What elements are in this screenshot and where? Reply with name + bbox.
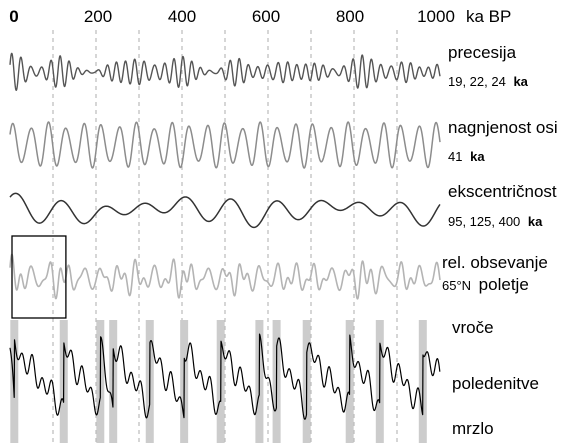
curve-precesija	[9, 52, 441, 91]
sub-obsevanje: 65°N poletje	[442, 275, 529, 294]
x-tick-800: 800	[336, 7, 364, 26]
curve-ekscentricnost	[9, 192, 441, 229]
sub-precesija-periods: 19, 22, 24	[448, 74, 506, 89]
label-vroce: vroče	[452, 318, 494, 337]
label-nagnjenost: nagnjenost osi	[448, 118, 558, 137]
sub-obsevanje-season: poletje	[479, 275, 529, 294]
label-precesija: precesija	[448, 43, 517, 62]
x-tick-0: 0	[9, 7, 18, 26]
label-poledenitve: poledenitve	[452, 374, 539, 393]
sub-nagnjenost: 41 ka	[448, 149, 485, 164]
label-ekscentricnost: ekscentričnost	[448, 182, 557, 201]
x-tick-1000: 1000	[417, 7, 455, 26]
series-curves	[9, 52, 441, 420]
sub-nagnjenost-unit: ka	[470, 149, 485, 164]
label-mrzlo: mrzlo	[452, 419, 494, 438]
curve-nagnjenost-osi	[9, 121, 441, 169]
x-tick-400: 400	[168, 7, 196, 26]
sub-precesija: 19, 22, 24 ka	[448, 74, 529, 89]
x-unit-label: ka BP	[466, 7, 511, 26]
sub-ekscentricnost-periods: 95, 125, 400	[448, 214, 520, 229]
x-tick-600: 600	[252, 7, 280, 26]
sub-obsevanje-lat: 65°N	[442, 278, 471, 293]
sub-ekscentricnost: 95, 125, 400 ka	[448, 214, 543, 229]
x-tick-200: 200	[84, 7, 112, 26]
inset-box	[11, 235, 67, 319]
curve-poledenitve	[9, 333, 441, 420]
sub-ekscentricnost-unit: ka	[528, 214, 543, 229]
gridlines	[52, 30, 398, 443]
label-obsevanje: rel. obsevanje	[442, 253, 548, 272]
curve-rel-obsevanje	[9, 253, 441, 300]
sub-nagnjenost-periods: 41	[448, 149, 462, 164]
sub-precesija-unit: ka	[513, 74, 528, 89]
